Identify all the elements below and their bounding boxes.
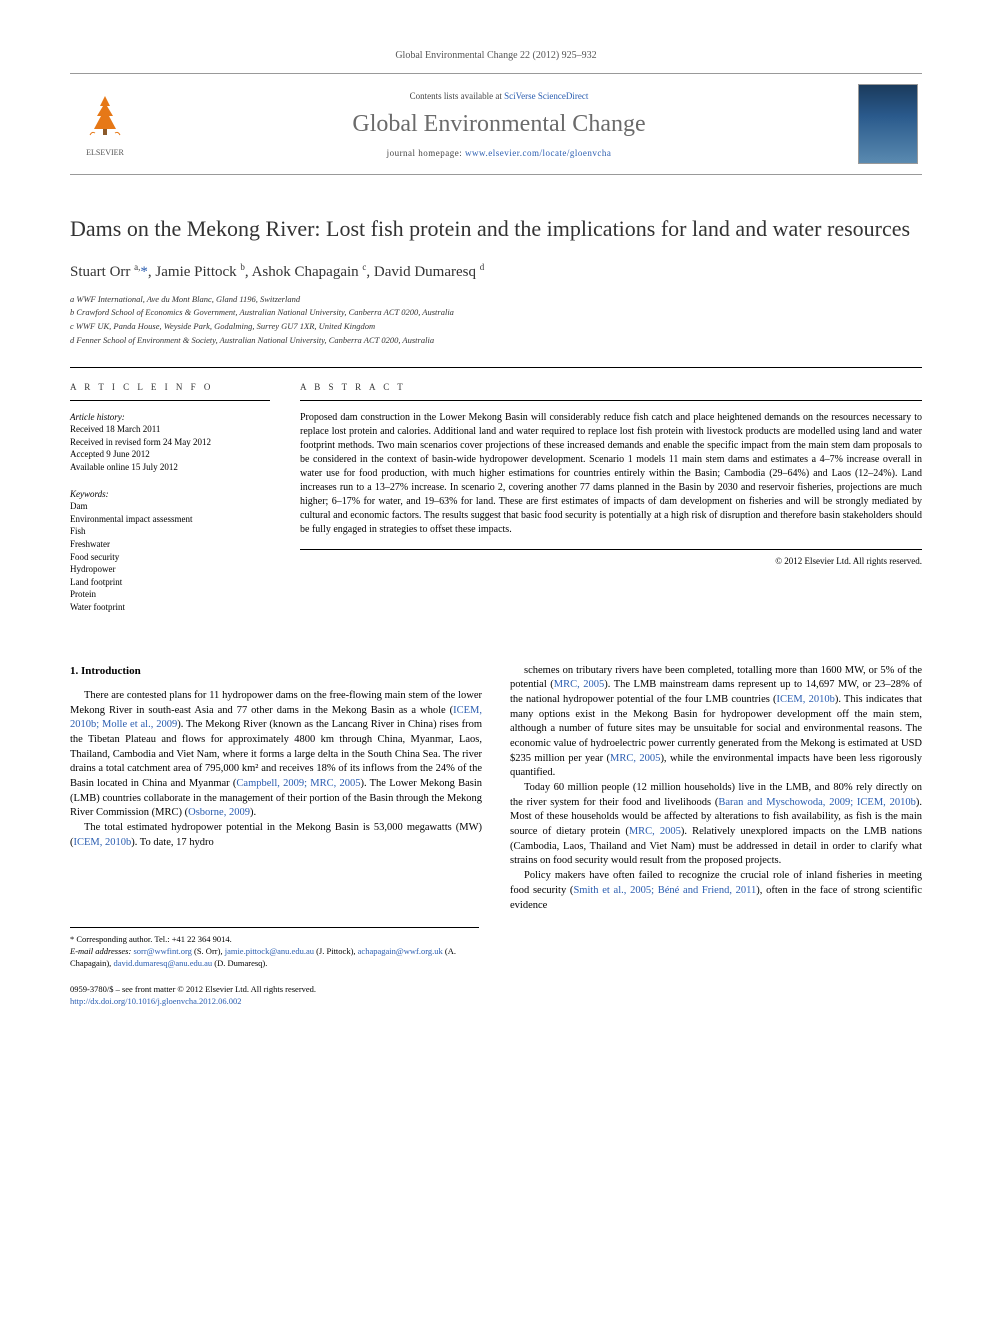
abstract-heading: A B S T R A C T: [300, 382, 922, 401]
journal-masthead: ELSEVIER Contents lists available at Sci…: [70, 73, 922, 175]
journal-title: Global Environmental Change: [140, 111, 858, 138]
journal-reference: Global Environmental Change 22 (2012) 92…: [70, 50, 922, 61]
authors-line: Stuart Orr a,*, Jamie Pittock b, Ashok C…: [70, 262, 922, 281]
keywords-block: Keywords: DamEnvironmental impact assess…: [70, 488, 270, 614]
contents-prefix: Contents lists available at: [410, 91, 504, 101]
keywords-label: Keywords:: [70, 488, 270, 501]
journal-cover-thumbnail: [858, 84, 918, 164]
article-info-heading: A R T I C L E I N F O: [70, 382, 270, 401]
contents-available-line: Contents lists available at SciVerse Sci…: [140, 91, 858, 101]
footnotes-block: * Corresponding author. Tel.: +41 22 364…: [70, 927, 479, 970]
journal-homepage-link[interactable]: www.elsevier.com/locate/gloenvcha: [465, 148, 611, 158]
homepage-prefix: journal homepage:: [387, 148, 465, 158]
journal-homepage-line: journal homepage: www.elsevier.com/locat…: [140, 148, 858, 158]
abstract-text: Proposed dam construction in the Lower M…: [300, 411, 922, 550]
doi-link[interactable]: http://dx.doi.org/10.1016/j.gloenvcha.20…: [70, 996, 242, 1006]
corresponding-author-note: * Corresponding author. Tel.: +41 22 364…: [70, 934, 479, 946]
body-column-right: schemes on tributary rivers have been co…: [510, 664, 922, 914]
email-addresses-line: E-mail addresses: sorr@wwfint.org (S. Or…: [70, 946, 479, 970]
body-text-columns: 1. Introduction There are contested plan…: [70, 664, 922, 914]
publisher-label: ELSEVIER: [70, 148, 140, 157]
article-history-block: Article history: Received 18 March 2011R…: [70, 411, 270, 474]
body-column-left: 1. Introduction There are contested plan…: [70, 664, 482, 914]
history-label: Article history:: [70, 411, 270, 424]
elsevier-tree-icon: [80, 91, 130, 141]
abstract-copyright: © 2012 Elsevier Ltd. All rights reserved…: [300, 556, 922, 566]
affiliations-block: a WWF International, Ave du Mont Blanc, …: [70, 293, 922, 347]
sciencedirect-link[interactable]: SciVerse ScienceDirect: [504, 91, 588, 101]
issn-copyright-line: 0959-3780/$ – see front matter © 2012 El…: [70, 984, 316, 996]
article-info-sidebar: A R T I C L E I N F O Article history: R…: [70, 382, 270, 628]
abstract-block: A B S T R A C T Proposed dam constructio…: [300, 382, 922, 628]
page-footer-bar: 0959-3780/$ – see front matter © 2012 El…: [70, 984, 922, 1008]
emails-label: E-mail addresses:: [70, 946, 131, 956]
article-title: Dams on the Mekong River: Lost fish prot…: [70, 215, 922, 244]
publisher-logo: ELSEVIER: [70, 91, 140, 157]
section-heading-introduction: 1. Introduction: [70, 664, 482, 679]
